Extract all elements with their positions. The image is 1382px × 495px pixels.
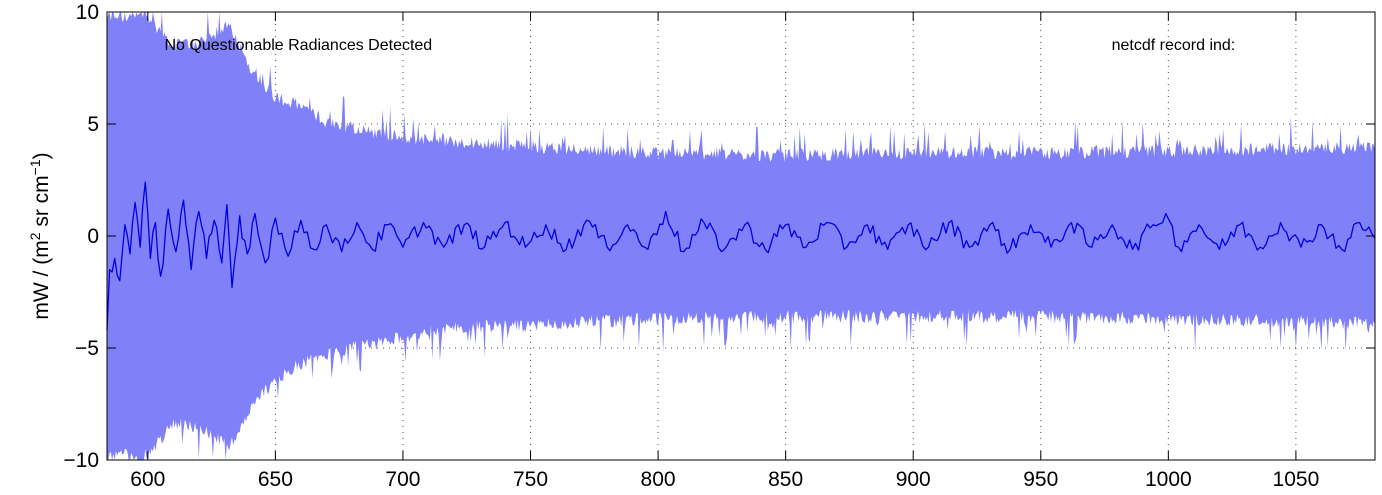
x-tick-label: 700: [385, 468, 420, 491]
x-tick-label: 1050: [1273, 468, 1320, 491]
x-tick-label: 850: [768, 468, 803, 491]
x-tick-label: 600: [130, 468, 165, 491]
y-tick-label: −10: [63, 449, 99, 472]
uncertainty-band: [107, 12, 1375, 460]
x-tick-label: 900: [896, 468, 931, 491]
x-tick-label: 950: [1023, 468, 1058, 491]
x-tick-label: 1000: [1145, 468, 1192, 491]
mean-radiance-line: [106, 181, 1376, 331]
y-axis-label-prefix: mW / (m: [30, 240, 53, 319]
y-axis-label: mW / (m2 sr cm−1): [27, 152, 53, 319]
annotation-quality: No Questionable Radiances Detected: [164, 37, 432, 54]
y-tick-label: 5: [87, 113, 99, 136]
y-tick-label: 10: [76, 1, 99, 24]
data-layer: [106, 12, 1376, 460]
annotation-record-index: netcdf record ind:: [1112, 37, 1236, 54]
y-tick-label: −5: [75, 337, 99, 360]
y-axis-label-sup2: −1: [27, 159, 43, 175]
y-axis-label-suffix: ): [30, 152, 53, 159]
x-tick-label: 800: [641, 468, 676, 491]
y-axis-label-middle: sr cm: [30, 175, 53, 232]
y-tick-label: 0: [87, 225, 99, 248]
x-tick-label: 750: [513, 468, 548, 491]
y-axis-label-sup1: 2: [27, 232, 43, 240]
x-tick-label: 650: [258, 468, 293, 491]
tick-layer: 600 650 700 750 800 850 900 950 1000 1050 −10 −5 0 5 1…: [63, 1, 1375, 491]
